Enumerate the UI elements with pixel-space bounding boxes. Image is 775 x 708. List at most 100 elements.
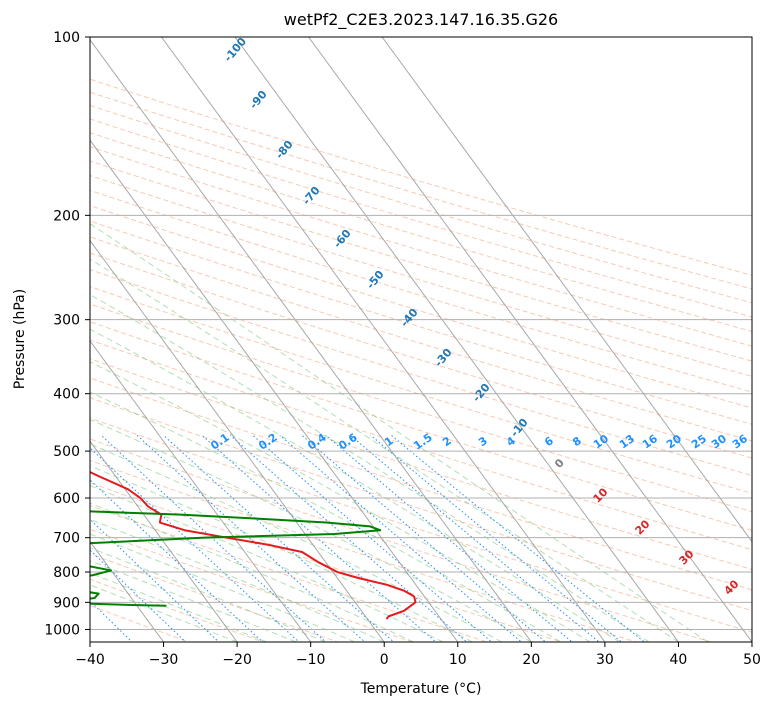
- y-tick-label: 300: [53, 313, 80, 329]
- isotherm-line: [161, 37, 606, 642]
- plot-clip-group: -100-90-80-70-60-50-40-30-20-100.1 0.2 0.4…: [90, 35, 752, 642]
- dry-adiabat-line: [90, 482, 562, 642]
- y-tick-label: 700: [53, 531, 80, 547]
- y-tick-label: 800: [53, 565, 80, 581]
- y-axis-label: Pressure (hPa): [12, 289, 28, 389]
- mixing-ratio-label: 25: [689, 432, 709, 451]
- moist-adiabat-line: [90, 560, 297, 642]
- mixing-ratio-label: 30: [709, 432, 729, 452]
- mixing-ratio-line: [229, 434, 468, 642]
- mixing-ratio-line: [90, 518, 220, 642]
- plot-area: -100-90-80-70-60-50-40-30-20-100.1 0.2 0.4…: [90, 35, 752, 642]
- x-tick-label: 50: [743, 652, 761, 668]
- dry-adiabat-label: -60: [331, 227, 354, 251]
- mixing-ratio-line: [90, 447, 300, 642]
- dry-adiabat-label: -30: [432, 346, 455, 370]
- dry-adiabat-line: [90, 269, 752, 477]
- isotherm-line: [90, 440, 238, 642]
- isotherm-line: [381, 37, 752, 543]
- moist-adiabat-line: [90, 361, 591, 642]
- x-tick-label: 30: [596, 652, 614, 668]
- isotherm-line: [90, 139, 459, 642]
- dry-adiabat-line: [90, 104, 752, 304]
- mixing-ratio-line: [100, 434, 327, 642]
- dry-adiabat-label: -70: [300, 184, 323, 208]
- dry-adiabat-label: -80: [273, 138, 296, 162]
- x-tick-label: −40: [75, 652, 105, 668]
- mixing-ratio-label: 6: [542, 434, 556, 449]
- dry-adiabat-line: [90, 78, 752, 276]
- y-tick-label: 1000: [44, 622, 80, 638]
- dry-adiabat-line: [90, 459, 637, 642]
- mixing-ratio-line: [390, 434, 646, 642]
- moist-adiabat-label: 40: [722, 577, 742, 597]
- mixing-ratio-label: 1.5: [411, 431, 434, 453]
- moist-adiabat-line: [90, 547, 326, 642]
- mixing-ratio-line: [301, 434, 547, 642]
- dry-adiabat-line: [90, 528, 413, 642]
- y-tick-label: 900: [53, 595, 80, 611]
- isotherm-line: [90, 340, 312, 642]
- moist-adiabat-label: 30: [677, 547, 697, 567]
- dry-adiabat-line: [90, 377, 752, 591]
- temperature-profile-line: [90, 470, 417, 620]
- mixing-ratio-label: 1: [382, 434, 396, 449]
- x-tick-label: 10: [449, 652, 467, 668]
- mixing-ratio-line: [370, 434, 623, 642]
- x-tick-label: 20: [522, 652, 540, 668]
- dry-adiabat-line: [90, 132, 752, 332]
- moist-adiabat-label: 0: [552, 456, 567, 471]
- mixing-ratio-line: [90, 600, 133, 642]
- dry-adiabat-line: [90, 339, 752, 551]
- mixing-ratio-line: [90, 549, 187, 642]
- mixing-ratio-line: [163, 434, 395, 642]
- dry-adiabat-line: [90, 505, 488, 642]
- moist-adiabat-line: [90, 391, 562, 642]
- mixing-ratio-label: 2: [440, 434, 454, 449]
- mixing-ratio-label: 0.2: [256, 431, 279, 453]
- mixing-ratio-line: [279, 434, 523, 642]
- dry-adiabat-label: -100: [221, 35, 249, 65]
- mixing-ratio-label: 20: [664, 432, 684, 452]
- mixing-ratio-label: 0.4: [305, 431, 329, 453]
- dry-adiabat-line: [90, 303, 752, 513]
- dry-adiabat-line: [90, 220, 752, 425]
- x-tick-label: 40: [670, 652, 688, 668]
- y-tick-label: 600: [53, 491, 80, 507]
- mixing-ratio-label: 13: [617, 432, 637, 451]
- axes: −40 −30 −20 −10 0 10 20 30 40 5010020030040050060…: [44, 30, 761, 668]
- dry-adiabat-line: [90, 205, 752, 409]
- dry-adiabat-line: [90, 118, 752, 318]
- mixing-ratio-label: 8: [570, 434, 584, 449]
- dry-adiabat-label: -90: [247, 88, 270, 112]
- mixing-ratio-label: 0.1: [208, 431, 231, 453]
- x-tick-label: −10: [296, 652, 326, 668]
- mixing-ratio-label: 10: [591, 432, 611, 452]
- mixing-ratio-line: [325, 434, 573, 642]
- dry-adiabat-label: -40: [398, 306, 421, 330]
- moist-adiabat-line: [90, 465, 473, 642]
- y-tick-label: 200: [53, 208, 80, 224]
- y-tick-label: 500: [53, 444, 80, 460]
- mixing-ratio-line: [201, 434, 437, 642]
- x-tick-label: −20: [222, 652, 252, 668]
- x-axis-label: Temperature (°C): [360, 681, 482, 697]
- mixing-ratio-label: 0.6: [336, 431, 360, 453]
- mixing-ratio-line: [136, 434, 366, 642]
- y-tick-label: 100: [53, 30, 80, 46]
- mixing-ratio-label: 36: [730, 432, 750, 452]
- dry-adiabat-label: -50: [364, 268, 387, 292]
- isotherm-line: [234, 37, 679, 642]
- isotherm-line: [90, 39, 532, 642]
- dry-adiabat-line: [90, 189, 752, 393]
- dry-adiabat-line: [90, 146, 752, 347]
- dry-adiabat-line: [90, 578, 264, 642]
- x-tick-label: −30: [149, 652, 179, 668]
- plot-frame: [89, 36, 753, 643]
- y-tick-label: 400: [53, 387, 80, 403]
- dry-adiabat-line: [90, 397, 752, 612]
- chart-title: wetPf2_C2E3.2023.147.16.35.G26: [284, 10, 558, 30]
- dry-adiabat-line: [90, 438, 711, 642]
- dry-adiabat-line: [90, 286, 752, 494]
- x-tick-label: 0: [380, 652, 389, 668]
